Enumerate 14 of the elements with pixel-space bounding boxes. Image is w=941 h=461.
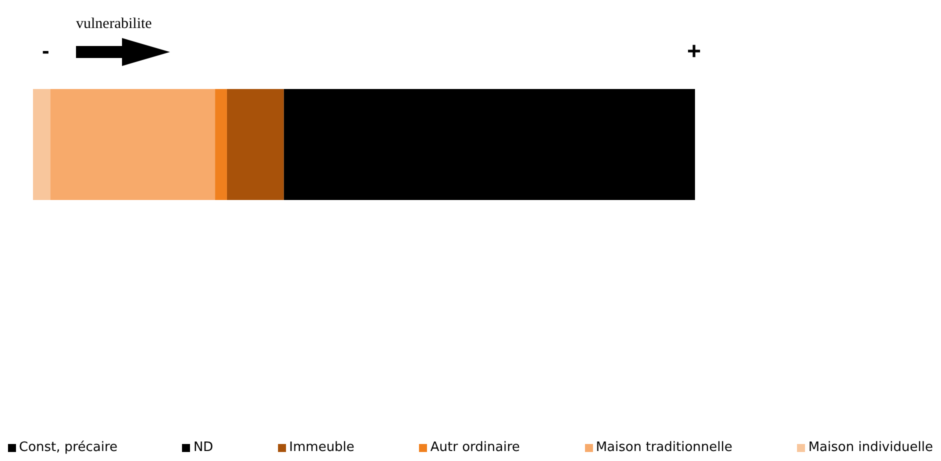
legend-label: Immeuble: [289, 440, 354, 455]
legend-label: Maison traditionnelle: [596, 440, 732, 455]
legend-label: ND: [193, 440, 214, 455]
legend-label: Const, précaire: [19, 440, 118, 455]
text: +: [687, 38, 702, 66]
bar: [50, 89, 216, 200]
text: vulnerabilite: [76, 16, 152, 33]
bar: [226, 89, 284, 200]
bar: [33, 89, 50, 200]
legend-label: Maison individuelle: [808, 440, 933, 455]
bar: [215, 89, 227, 200]
text: -: [42, 38, 50, 64]
bar: [284, 89, 695, 200]
legend-label: Autr ordinaire: [430, 440, 520, 455]
